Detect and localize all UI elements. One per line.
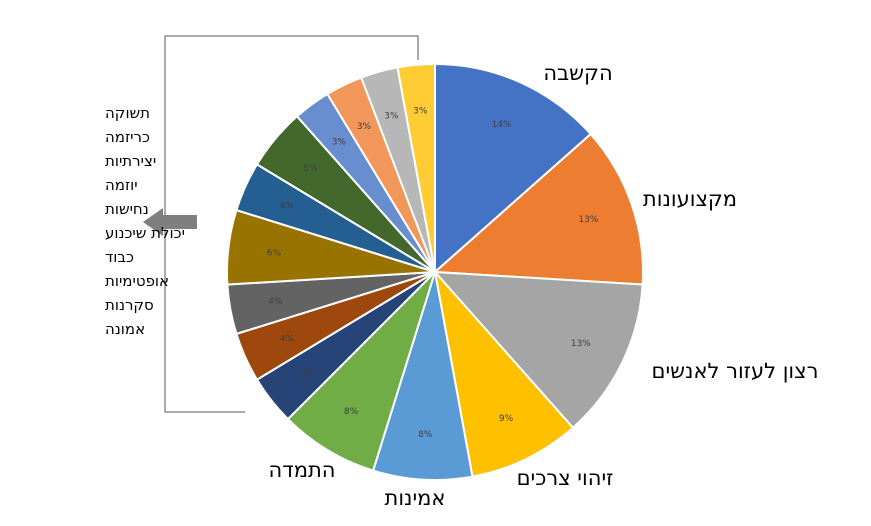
pie-slice-5 — [371, 271, 474, 481]
list-item: יוזמה — [105, 176, 138, 194]
grouping-bracket — [164, 35, 419, 413]
list-item: כבוד — [105, 248, 134, 266]
list-item: סקרנות — [105, 296, 154, 314]
slice-percent-label: 3% — [357, 122, 372, 132]
slice-percent-labels: 14% 13% 13% 9% 8% 8% 4% 4% 4% 6% 4% 5% 3% 3% 3% 3% — [267, 106, 599, 440]
slice-percent-label: 13% — [571, 339, 591, 349]
pie-slice-16 — [396, 62, 436, 273]
category-label: זיהוי צרכים — [517, 466, 614, 490]
category-label: רצון לעזור לאנשים — [652, 359, 819, 383]
slice-percent-label: 4% — [300, 368, 315, 378]
pie-slice-3 — [432, 270, 644, 430]
category-labels: הקשבה מקצועונות רצון לעזור לאנשים זיהוי צרכ… — [269, 61, 819, 510]
slice-percent-label: 3% — [384, 112, 399, 122]
slice-percent-label: 8% — [344, 407, 359, 417]
slice-percent-label: 4% — [268, 297, 283, 307]
slice-percent-label: 6% — [267, 248, 282, 258]
list-item: יצירתיות — [105, 152, 156, 170]
slice-percent-label: 13% — [578, 215, 598, 225]
left-arrow-icon — [143, 208, 197, 236]
slice-percent-label: 14% — [492, 120, 512, 130]
category-label: התמדה — [269, 458, 336, 482]
pie-slice-6 — [286, 271, 436, 472]
slice-percent-label: 4% — [280, 335, 295, 345]
list-item: כריזמה — [105, 128, 150, 146]
pie-slices — [226, 62, 644, 481]
list-item: אופטימיות — [105, 272, 169, 290]
list-item: אמונה — [105, 320, 145, 338]
category-label: הקשבה — [543, 61, 612, 85]
list-item: נחישות — [105, 200, 149, 218]
category-label: מקצועונות — [643, 187, 737, 211]
pie-slice-2 — [432, 132, 644, 286]
slice-percent-label: 8% — [418, 430, 433, 440]
slice-percent-label: 5% — [303, 164, 318, 174]
list-item: תשוקה — [105, 104, 150, 122]
small-slices-list: תשוקה כריזמה יצירתיות יוזמה נחישות יכולת שיכנ… — [105, 104, 185, 338]
slice-percent-label: 4% — [280, 201, 295, 211]
pie-slice-1 — [434, 62, 593, 275]
category-label: אמינות — [385, 486, 446, 510]
list-item: יכולת שיכנוע — [105, 224, 185, 242]
slice-percent-label: 3% — [332, 137, 347, 147]
pie-slice-4 — [433, 268, 575, 478]
slice-percent-label: 9% — [499, 414, 514, 424]
slice-percent-label: 3% — [413, 106, 428, 116]
